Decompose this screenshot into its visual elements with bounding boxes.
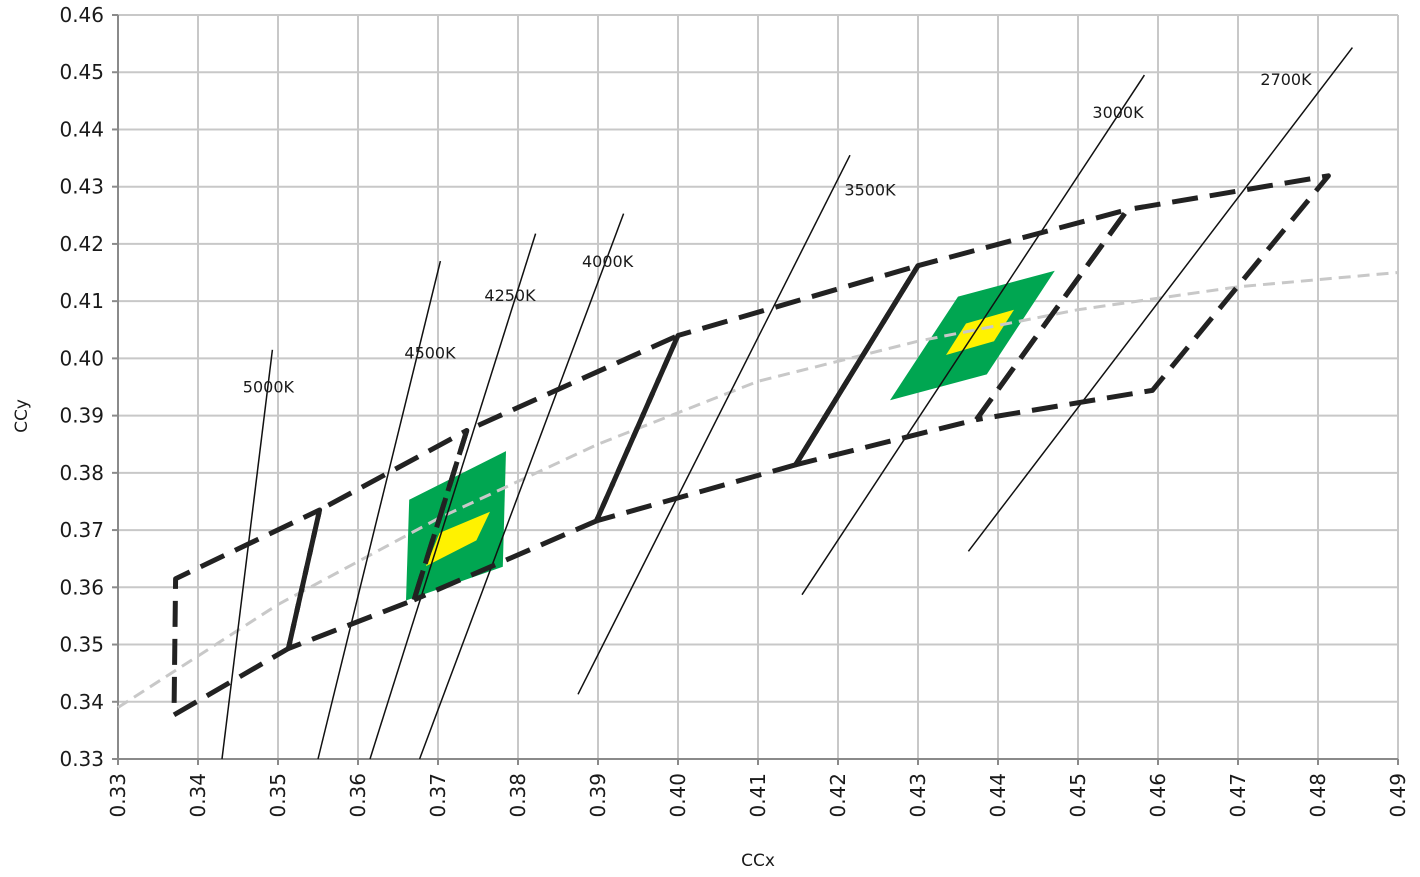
y-tick-label: 0.46 [59,3,104,27]
x-axis-title: CCx [741,851,775,871]
bin-outline [411,333,681,603]
cct-label: 4250K [484,286,536,305]
x-tick-labels: 0.33 0.34 0.35 0.36 0.37 0.38 0.39 0.40 0.41 0.42… [106,773,1410,818]
bin-boundaries [171,173,1331,718]
x-tick-label: 0.35 [266,773,290,818]
cct-label: 3500K [844,180,896,199]
grid [112,14,1399,765]
cct-label: 4000K [582,252,634,271]
x-tick-label: 0.47 [1226,773,1250,818]
y-tick-label: 0.40 [59,346,104,370]
x-tick-label: 0.36 [346,773,370,818]
x-tick-label: 0.41 [746,773,770,818]
x-tick-label: 0.42 [826,773,850,818]
x-tick-label: 0.48 [1306,773,1330,818]
x-tick-label: 0.37 [426,773,450,818]
cct-line [577,154,851,695]
y-tick-label: 0.42 [59,232,104,256]
cct-label: 5000K [243,378,295,397]
cct-line [418,213,625,760]
y-tick-label: 0.34 [59,690,104,714]
yellow-zone [426,511,490,567]
x-tick-label: 0.40 [666,773,690,818]
x-tick-label: 0.38 [506,773,530,818]
y-tick-label: 0.35 [59,633,104,657]
y-tick-label: 0.44 [59,117,104,141]
x-tick-label: 0.45 [1066,773,1090,818]
locus-line [117,271,1399,709]
y-tick-label: 0.41 [59,289,104,313]
cct-labels: 5000K 4500K 4250K 4000K 3500K 3000K 2700K [243,70,1312,397]
bin-outline [974,173,1331,423]
y-tick-label: 0.38 [59,461,104,485]
y-tick-label: 0.43 [59,175,104,199]
y-tick-label: 0.45 [59,60,104,84]
cct-line [317,260,442,760]
x-tick-label: 0.49 [1386,773,1410,818]
cct-label: 4500K [404,343,456,362]
x-tick-label: 0.39 [586,773,610,818]
target-zones [406,270,1055,601]
y-tick-label: 0.39 [59,404,104,428]
x-tick-label: 0.33 [106,773,130,818]
cct-lines [221,47,1353,760]
x-tick-label: 0.43 [906,773,930,818]
y-tick-label: 0.33 [59,747,104,771]
bin-outline [171,507,323,718]
cct-line [369,233,537,760]
cct-label: 3000K [1092,103,1144,122]
cct-line [967,47,1353,552]
y-axis-title: CCy [12,399,32,433]
cct-line [221,349,274,760]
y-tick-label: 0.37 [59,518,104,542]
bin-outline [594,263,921,524]
planckian-locus [117,271,1399,709]
x-tick-label: 0.34 [186,773,210,818]
cct-label: 2700K [1260,70,1312,89]
y-tick-label: 0.36 [59,575,104,599]
x-tick-label: 0.46 [1146,773,1170,818]
cct-line [801,74,1146,596]
solid-bin-edge [793,264,921,467]
x-tick-label: 0.44 [986,773,1010,818]
y-tick-labels: 0.33 0.34 0.35 0.36 0.37 0.38 0.39 0.40 0.41 0.42… [59,3,104,771]
yellow-zone [946,309,1014,355]
